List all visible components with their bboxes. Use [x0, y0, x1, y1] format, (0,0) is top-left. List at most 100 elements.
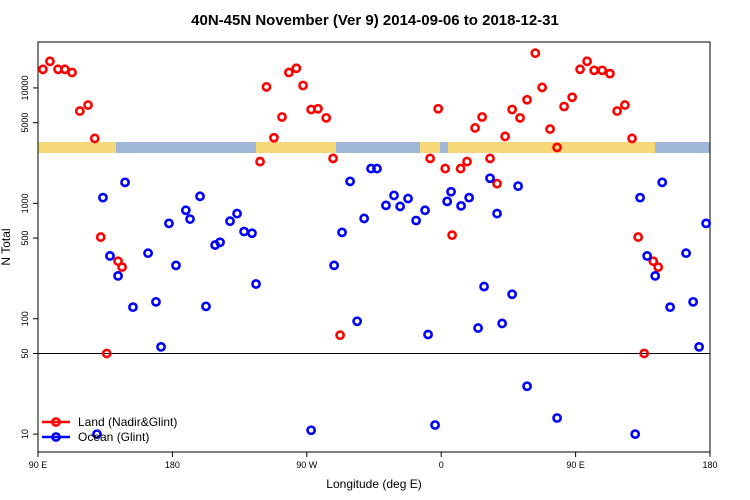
point — [653, 262, 664, 273]
point — [430, 420, 440, 430]
point — [328, 153, 338, 164]
point — [442, 196, 453, 207]
point — [89, 133, 100, 144]
point — [225, 216, 235, 227]
point — [612, 106, 623, 116]
point — [597, 65, 608, 76]
point — [665, 302, 676, 313]
point — [359, 213, 370, 224]
point — [239, 226, 249, 237]
point — [694, 341, 704, 352]
chart-title: 40N-45N November (Ver 9) 2014-09-06 to 2… — [191, 12, 559, 29]
point — [420, 205, 430, 216]
point — [195, 191, 205, 202]
point — [38, 64, 48, 75]
point — [329, 260, 340, 271]
point — [605, 68, 615, 79]
y-tick-label: 100 — [20, 311, 30, 326]
point — [291, 63, 302, 74]
point — [277, 112, 287, 122]
point — [559, 101, 570, 112]
point — [120, 177, 130, 188]
x-axis-label: Longitude (deg E) — [326, 477, 421, 491]
point — [462, 156, 472, 167]
point — [642, 251, 653, 261]
point — [470, 123, 480, 133]
point — [552, 142, 562, 153]
point — [552, 413, 562, 423]
point — [477, 112, 488, 122]
legend-label: Ocean (Glint) — [78, 430, 149, 444]
point — [164, 218, 174, 229]
point — [215, 237, 225, 248]
point — [113, 271, 123, 281]
point — [619, 100, 630, 110]
point — [337, 227, 347, 238]
point — [492, 178, 502, 189]
point — [306, 425, 317, 436]
y-axis-label: N Total — [0, 228, 13, 265]
x-tick-label: 90 W — [296, 460, 318, 470]
point — [335, 330, 346, 341]
y-tick-label: 10 — [20, 429, 30, 439]
point — [701, 218, 712, 229]
point — [688, 296, 699, 307]
x-tick-label: 0 — [439, 460, 444, 470]
point — [298, 80, 308, 91]
x-tick-label: 180 — [702, 460, 717, 470]
point — [67, 67, 77, 78]
y-tick-label: 500 — [20, 231, 30, 246]
point — [345, 176, 356, 187]
point — [507, 104, 518, 115]
point — [171, 260, 181, 271]
point — [433, 103, 444, 114]
point — [507, 289, 518, 300]
point — [582, 56, 592, 67]
legend-marker — [51, 417, 61, 427]
point — [98, 192, 108, 203]
point — [101, 348, 112, 359]
point — [485, 153, 495, 164]
point — [313, 103, 323, 114]
legend-marker — [51, 432, 61, 442]
point — [381, 200, 391, 211]
point — [201, 301, 211, 312]
point — [372, 163, 382, 174]
x-tick-label: 90 E — [566, 460, 585, 470]
point — [269, 132, 279, 143]
point — [143, 248, 153, 259]
point — [639, 348, 650, 359]
y-tick-label: 5000 — [20, 113, 30, 133]
x-tick-label: 180 — [165, 460, 180, 470]
point — [446, 186, 456, 197]
y-tick-label: 10000 — [20, 75, 30, 100]
point — [650, 271, 661, 281]
point — [589, 65, 600, 76]
point — [681, 248, 692, 259]
point — [515, 112, 525, 123]
point — [247, 228, 257, 239]
point — [657, 177, 668, 188]
map-strip — [38, 142, 710, 153]
point — [261, 82, 272, 92]
point — [232, 208, 242, 219]
point — [395, 201, 406, 212]
point — [522, 94, 532, 105]
x-tick-label: 90 E — [29, 460, 48, 470]
point — [105, 251, 115, 261]
point — [185, 214, 195, 224]
point — [530, 48, 541, 59]
point — [74, 106, 85, 116]
point — [411, 215, 422, 226]
point — [485, 173, 495, 184]
point — [473, 323, 483, 333]
point — [500, 131, 511, 142]
point — [425, 153, 436, 164]
point — [151, 296, 161, 307]
point — [575, 64, 585, 75]
point — [251, 279, 261, 289]
point — [117, 262, 127, 273]
point — [128, 302, 138, 313]
point — [45, 56, 55, 67]
